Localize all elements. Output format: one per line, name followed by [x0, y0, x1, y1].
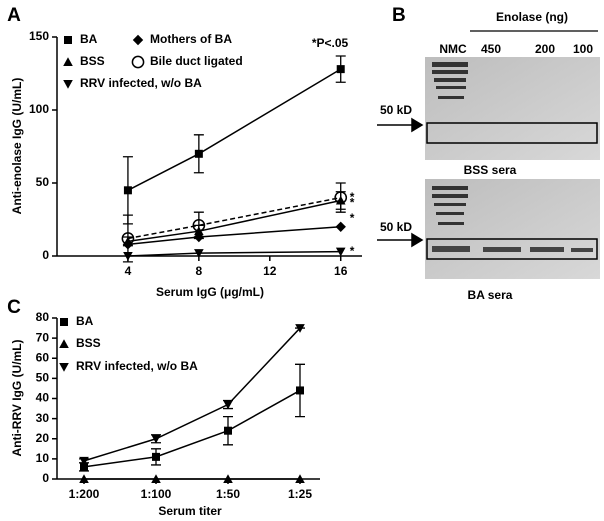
significance-mark: *: [350, 244, 355, 258]
series-line: [83, 389, 301, 468]
legend-label: Bile duct ligated: [150, 54, 243, 68]
data-point: [121, 232, 135, 245]
x-tick-label: 1:200: [69, 487, 100, 501]
annotation: *P<.05: [312, 36, 349, 50]
data-point: [123, 252, 133, 261]
x-axis-label: Serum IgG (μg/mL): [156, 285, 264, 299]
legend-label: BA: [80, 32, 98, 46]
ladder: [432, 186, 468, 225]
data-point: [295, 324, 305, 333]
y-tick-label: 70: [36, 330, 50, 344]
data-point: [79, 456, 89, 466]
blot-header: Enolase (ng): [496, 10, 568, 24]
x-tick-label: 4: [125, 264, 132, 278]
data-point: [223, 400, 233, 410]
lane-label: 200: [535, 42, 555, 56]
panel-label: C: [7, 297, 21, 318]
legend-marker: [63, 80, 73, 89]
arrow: [377, 117, 424, 133]
panel-b: B Enolase (ng) NMC 450 200 100 50 kD BSS…: [377, 5, 600, 302]
error-bar: [335, 182, 346, 213]
data-point: [223, 474, 233, 483]
y-tick-label: 0: [42, 471, 49, 485]
significance-mark: *: [350, 211, 355, 225]
legend-marker: [60, 318, 68, 326]
data-point: [224, 426, 232, 435]
size-marker: 50 kD: [380, 220, 412, 234]
legend-marker: [131, 55, 145, 69]
panel-label: A: [7, 5, 21, 26]
legend-marker: [132, 34, 144, 46]
data-point: [152, 452, 160, 461]
blot-caption: BA sera: [468, 288, 513, 302]
data-point: [123, 186, 132, 195]
x-tick-label: 1:50: [216, 487, 240, 501]
data-point: [336, 65, 345, 74]
y-tick-label: 50: [36, 371, 50, 385]
legend-marker: [59, 363, 69, 372]
series-line: [127, 196, 341, 240]
legend-marker: [64, 36, 72, 44]
band-box: [426, 238, 598, 260]
y-axis-label: Anti-enolase IgG (U/mL): [10, 78, 24, 215]
y-tick-label: 30: [36, 411, 50, 425]
data-point: [192, 218, 206, 232]
lane-label: 450: [481, 42, 501, 56]
legend-label: RRV infected, w/o BA: [80, 76, 202, 90]
arrow: [377, 232, 424, 248]
data-point: [151, 474, 161, 483]
x-tick-label: 1:25: [288, 487, 312, 501]
data-point: [335, 221, 346, 232]
legend-label: BSS: [76, 336, 101, 350]
y-tick-label: 10: [36, 451, 50, 465]
lane-label: NMC: [439, 42, 467, 56]
legend-label: BA: [76, 314, 94, 328]
series-line: [127, 226, 341, 246]
y-tick-label: 20: [36, 431, 50, 445]
x-tick-label: 8: [196, 264, 203, 278]
x-tick-label: 1:100: [141, 487, 172, 501]
x-tick-label: 12: [263, 264, 277, 278]
y-tick-label: 0: [42, 248, 49, 262]
series-line: [127, 199, 341, 243]
y-tick-label: 100: [29, 102, 49, 116]
significance-mark: *: [350, 190, 355, 204]
data-point: [151, 434, 161, 444]
band-box: [426, 122, 598, 144]
x-axis-label: Serum titer: [158, 504, 222, 518]
y-tick-label: 150: [29, 29, 49, 43]
legend-marker: [59, 339, 69, 348]
blot-caption: BSS sera: [464, 163, 517, 177]
y-tick-label: 60: [36, 350, 50, 364]
y-tick-label: 50: [36, 175, 50, 189]
bands: [432, 246, 593, 252]
legend-label: RRV infected, w/o BA: [76, 359, 198, 373]
y-tick-label: 80: [36, 310, 50, 324]
size-marker: 50 kD: [380, 103, 412, 117]
legend-label: Mothers of BA: [150, 32, 232, 46]
panel-label: B: [392, 5, 406, 26]
error-bar: [193, 211, 204, 240]
y-tick-label: 40: [36, 391, 50, 405]
data-point: [296, 386, 304, 395]
legend-label: BSS: [80, 54, 105, 68]
data-point: [79, 474, 89, 483]
x-tick-label: 16: [334, 264, 348, 278]
data-point: [334, 191, 348, 204]
data-point: [335, 247, 346, 257]
y-axis-label: Anti-RRV IgG (U/mL): [10, 339, 24, 456]
data-point: [295, 474, 305, 483]
significance-mark: *: [350, 196, 355, 210]
data-point: [194, 149, 203, 158]
series-line: [83, 327, 301, 462]
lane-label: 100: [573, 42, 593, 56]
ladder: [432, 62, 468, 99]
data-point: [80, 462, 88, 471]
legend-marker: [63, 57, 73, 66]
data-point: [194, 249, 204, 258]
